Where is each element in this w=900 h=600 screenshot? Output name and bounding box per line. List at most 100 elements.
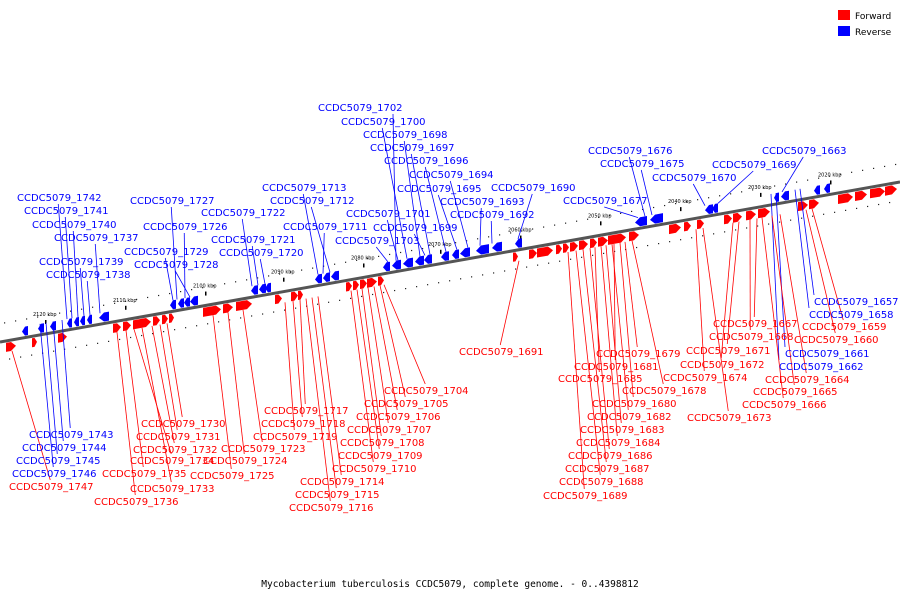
strand-dot <box>202 287 204 289</box>
reverse-gene-arrow <box>259 283 266 294</box>
gene-label: CCDC5079_1679 <box>596 349 681 360</box>
strand-dot <box>884 165 886 168</box>
gene-label: CCDC5079_1746 <box>12 469 97 480</box>
reverse-gene-arrow <box>87 314 92 325</box>
strand-dot <box>158 294 160 297</box>
gene-label: CCDC5079_1702 <box>318 103 403 114</box>
gene-label: CCDC5079_1685 <box>558 374 643 385</box>
strand-dot <box>301 269 303 271</box>
strand-dot <box>218 321 220 323</box>
leader-line <box>361 288 382 437</box>
reverse-gene-arrow <box>38 323 44 333</box>
leader-line <box>379 285 406 398</box>
gene-label: CCDC5079_1671 <box>686 346 771 357</box>
gene-label: CCDC5079_1683 <box>580 425 665 436</box>
gene-label: CCDC5079_1737 <box>54 233 139 244</box>
strand-dot <box>614 250 616 253</box>
reverse-gene-arrow <box>824 183 830 193</box>
gene-label: CCDC5079_1681 <box>574 362 659 373</box>
strand-dot <box>878 203 880 206</box>
gene-label: CCDC5079_1705 <box>364 399 449 410</box>
gene-label: CCDC5079_1684 <box>576 438 661 449</box>
strand-dot <box>482 274 484 276</box>
reverse-gene-arrow <box>650 213 663 224</box>
leader-line <box>779 214 807 374</box>
strand-dot <box>372 293 374 296</box>
strand-dot <box>350 297 352 299</box>
leader-line <box>517 193 533 240</box>
strand-dot <box>312 267 314 269</box>
gene-label: CCDC5079_1686 <box>568 451 653 462</box>
reverse-gene-arrow <box>22 326 28 336</box>
leader-line <box>631 240 664 385</box>
leader-line <box>302 193 319 275</box>
strand-dot <box>763 187 765 189</box>
strand-dot <box>724 231 726 233</box>
gene-label: CCDC5079_1666 <box>742 400 827 411</box>
reverse-gene-arrow <box>74 317 79 327</box>
forward-gene-arrow <box>579 240 588 251</box>
leader-line <box>356 289 380 450</box>
strand-dot <box>383 291 385 294</box>
strand-dot <box>757 225 759 227</box>
gene-arrows <box>6 183 897 352</box>
leader-line <box>799 188 815 296</box>
strand-dot <box>328 301 330 303</box>
gene-label: CCDC5079_1698 <box>363 130 448 141</box>
strand-dot <box>246 279 248 281</box>
forward-gene-arrow <box>608 233 626 245</box>
gene-label: CCDC5079_1713 <box>262 183 347 194</box>
leader-line <box>317 296 342 476</box>
reverse-gene-arrow <box>170 299 176 310</box>
leader-line <box>373 286 398 411</box>
kbp-tick-label: 2100 kbp <box>193 284 217 290</box>
kbp-tick-label: 2050 kbp <box>588 213 612 219</box>
leader-line <box>159 324 178 431</box>
leader-line <box>392 113 397 261</box>
leader-line <box>604 206 639 218</box>
reverse-gene-arrow <box>392 259 401 270</box>
leader-line <box>57 203 68 320</box>
kbp-tick-label: 2120 kbp <box>33 312 57 318</box>
kbp-tick <box>520 235 522 240</box>
strand-dot <box>169 292 171 295</box>
gene-label: CCDC5079_1717 <box>264 406 349 417</box>
strand-dot <box>229 319 231 321</box>
forward-gene-arrow <box>758 208 770 219</box>
strand-dot <box>653 206 655 209</box>
strand-dot <box>119 338 121 341</box>
reverse-gene-arrow <box>814 185 820 195</box>
strand-dot <box>620 212 622 214</box>
strand-dot <box>108 340 110 342</box>
strand-dot <box>240 317 242 319</box>
reverse-gene-arrow <box>441 251 449 261</box>
reverse-gene-arrow <box>403 257 413 268</box>
forward-gene-arrow <box>697 219 704 230</box>
leader-line <box>449 180 469 248</box>
strand-dot <box>81 308 83 310</box>
forward-gene-arrow <box>153 316 160 326</box>
kbp-tick <box>125 305 127 310</box>
leader-line <box>116 332 136 496</box>
reverse-gene-arrow <box>781 190 789 201</box>
kbp-tick-label: 2070 kbp <box>428 242 452 248</box>
kbp-tick <box>760 192 762 197</box>
forward-gene-arrow <box>598 236 608 247</box>
strand-dot <box>768 223 770 225</box>
forward-gene-arrow <box>669 223 681 235</box>
strand-dot <box>779 221 781 223</box>
gene-label: CCDC5079_1662 <box>779 362 864 373</box>
strand-dot <box>477 238 479 240</box>
gene-label: CCDC5079_1673 <box>687 413 772 424</box>
strand-dot <box>702 235 704 237</box>
strand-dot <box>636 246 638 249</box>
leader-line <box>479 207 482 246</box>
reverse-gene-arrow <box>80 315 85 326</box>
strand-dot <box>339 299 341 301</box>
strand-dot <box>631 210 633 213</box>
gene-label: CCDC5079_1688 <box>559 477 644 488</box>
gene-label: CCDC5079_1738 <box>46 270 131 281</box>
kbp-tick <box>440 249 442 254</box>
forward-gene-arrow <box>169 313 174 323</box>
gene-label: CCDC5079_1693 <box>440 197 525 208</box>
